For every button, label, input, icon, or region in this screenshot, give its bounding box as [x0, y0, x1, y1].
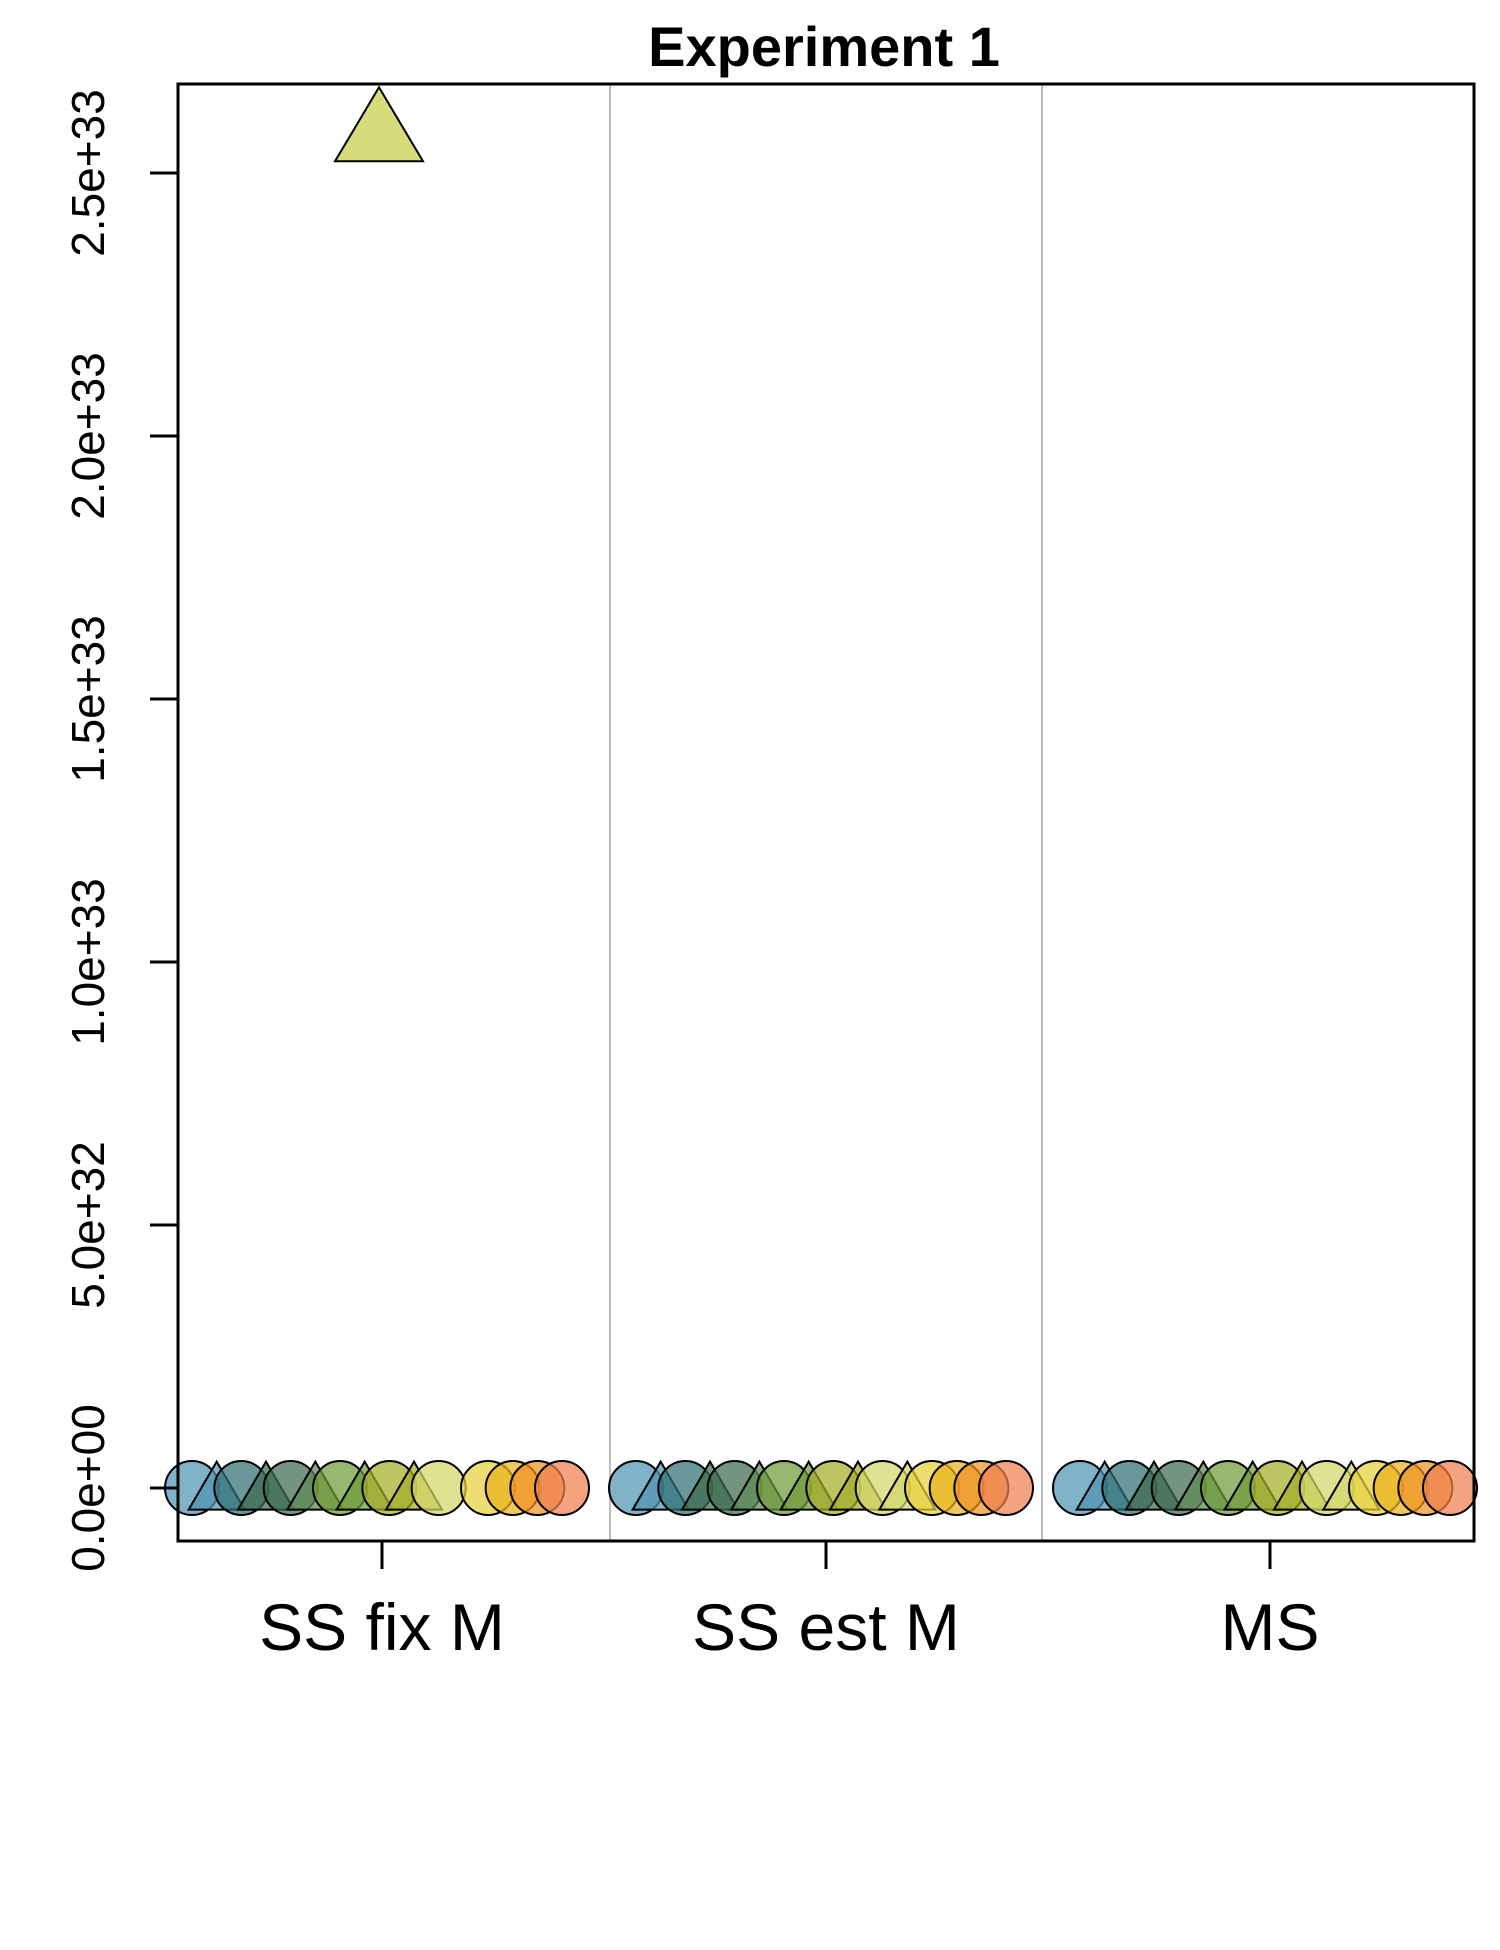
category-label: SS est M [692, 1590, 960, 1664]
data-points [164, 85, 1478, 1516]
data-point-circle [410, 1460, 467, 1516]
x-axis: SS fix M SS est M MS [259, 1541, 1320, 1664]
panel-dividers [609, 84, 1043, 1541]
y-tick-label: 1.0e+33 [62, 878, 114, 1046]
chart-title: Experiment 1 [648, 15, 1000, 78]
y-tick-label: 2.0e+33 [62, 352, 114, 520]
data-point-circle [978, 1460, 1034, 1516]
y-tick-label: 1.5e+33 [62, 615, 114, 783]
data-point-circle [534, 1460, 590, 1516]
data-point-triangle [333, 85, 425, 163]
y-tick-label: 2.5e+33 [62, 89, 114, 257]
category-label: SS fix M [259, 1590, 505, 1664]
y-axis: 0.0e+00 5.0e+32 1.0e+33 1.5e+33 2.0e+33 2.5e+… [62, 89, 178, 1572]
data-point-circle [1422, 1460, 1478, 1516]
y-tick-label: 5.0e+32 [62, 1141, 114, 1309]
plot-frame [176, 82, 1476, 1543]
y-tick-label: 0.0e+00 [62, 1404, 114, 1572]
category-label: MS [1221, 1590, 1320, 1664]
